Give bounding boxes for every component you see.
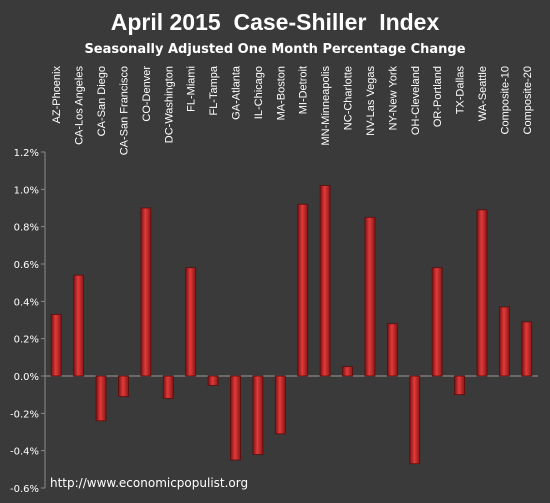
bar (342, 366, 353, 377)
y-tick-label: -0.4% (10, 447, 39, 458)
x-tick-label: Composite-20 (522, 66, 534, 134)
bar (162, 375, 174, 399)
bar (364, 216, 376, 377)
x-tick-label: FL-Miami (186, 66, 198, 112)
x-tick-label: DC-Washington (163, 66, 175, 143)
y-tick-label: 1.0% (14, 185, 39, 196)
x-tick-label: CO-Denver (141, 66, 153, 122)
x-tick-label: CA-San Francisco (118, 66, 130, 155)
y-tick-label: -0.2% (10, 409, 39, 420)
bar (498, 306, 510, 377)
bar (476, 209, 488, 377)
bar (230, 375, 241, 461)
bar (386, 323, 398, 377)
bar (521, 321, 533, 377)
bar (140, 207, 152, 377)
x-tick-label: MA-Boston (275, 66, 287, 120)
x-tick-label: CA-Los Angeles (74, 66, 86, 145)
x-tick-label: OH-Cleveland (410, 66, 422, 135)
bar (207, 375, 219, 386)
bar (95, 375, 107, 422)
x-tick-label: NY-New York (387, 66, 399, 131)
x-labels: AZ-Phoenix CA-Los Angeles CA-San Diego CA-S… (51, 65, 534, 155)
x-tick-label: IL-Chicago (253, 66, 265, 119)
chart-title: April 2015 Case-Shiller Index (111, 9, 440, 35)
bar (185, 267, 197, 377)
y-tick-label: 0.2% (14, 335, 39, 346)
chart-subtitle: Seasonally Adjusted One Month Percentage… (84, 42, 465, 57)
bars (50, 185, 533, 465)
x-tick-label: OR-Portland (432, 66, 444, 127)
x-tick-label: MN-Minneapolis (320, 66, 332, 146)
bar (252, 375, 264, 455)
bar (274, 375, 286, 435)
bar (73, 274, 85, 377)
bar (319, 185, 331, 377)
bar (118, 375, 129, 397)
x-tick-label: CA-San Diego (96, 66, 108, 136)
x-tick-label: MI-Detroit (298, 66, 310, 114)
x-tick-label: GA-Atlanta (230, 65, 242, 120)
x-tick-label: NV-Las Vegas (365, 66, 377, 136)
y-tick-label: 0.6% (14, 260, 39, 271)
x-tick-label: NC-Charlotte (343, 66, 355, 130)
x-tick-label: AZ-Phoenix (51, 66, 63, 124)
bar (454, 375, 465, 396)
y-tick-label: -0.6% (10, 484, 39, 495)
x-tick-label: TX-Dallas (455, 66, 467, 115)
y-tick-label: 0.8% (14, 223, 39, 234)
bar (50, 313, 62, 377)
bar (431, 267, 443, 377)
footer-url[interactable]: http://www.economicpopulist.org (50, 476, 248, 490)
y-tick-label: 0.0% (14, 372, 39, 383)
y-tick-label: 1.2% (14, 148, 39, 159)
y-tick-label: 0.4% (14, 297, 39, 308)
x-tick-label: WA-Seattle (477, 66, 489, 121)
bar (297, 203, 309, 377)
x-tick-label: Composite-10 (499, 66, 511, 134)
y-axis: -0.6% -0.4% -0.2% 0.0% 0.2% 0.4% 0.6% 0.8% 1.0% 1… (10, 148, 538, 495)
bar (409, 375, 421, 465)
x-tick-label: FL-Tampa (208, 65, 220, 115)
